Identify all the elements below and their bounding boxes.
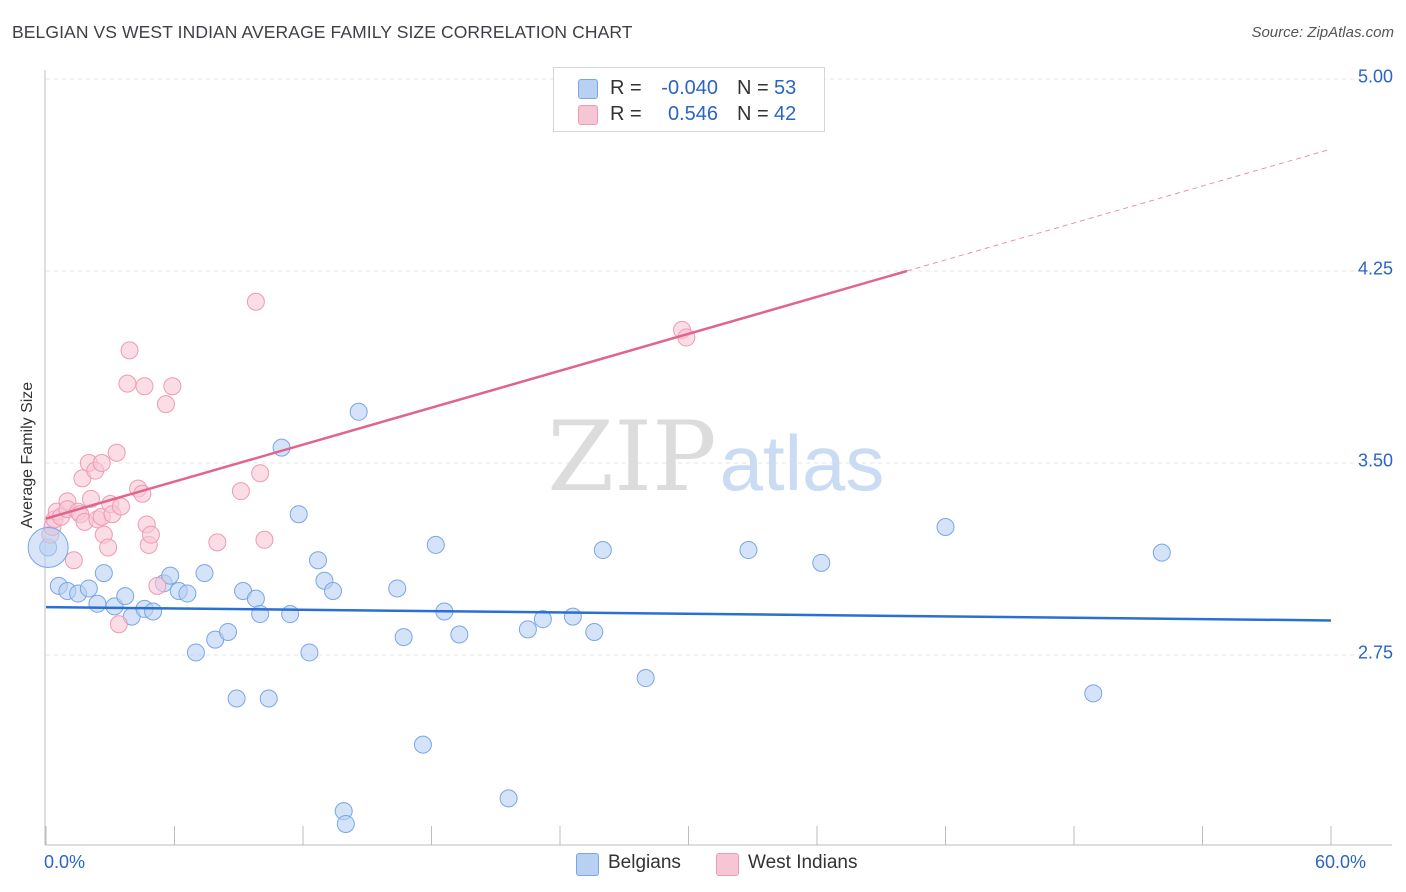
data-point xyxy=(161,566,180,585)
data-point xyxy=(289,505,308,524)
trend-line-extension xyxy=(906,148,1332,272)
data-point xyxy=(195,564,214,583)
data-point xyxy=(231,482,250,501)
data-point xyxy=(178,584,197,603)
chart-source: Source: ZipAtlas.com xyxy=(1251,24,1394,41)
data-point xyxy=(111,497,130,516)
legend-label: West Indians xyxy=(748,852,858,873)
y-tick-label: 2.75 xyxy=(1357,642,1393,663)
data-point xyxy=(394,628,413,647)
x-tick-label-max: 60.0% xyxy=(1314,852,1366,872)
data-point xyxy=(636,669,655,688)
data-point xyxy=(79,579,98,598)
n-value: 42 xyxy=(774,103,797,125)
r-value: -0.040 xyxy=(661,77,718,99)
data-point xyxy=(92,454,111,472)
data-point xyxy=(246,292,265,311)
data-point xyxy=(812,553,831,572)
stats-legend: R = -0.040 N = 53 R = 0.546 N = 42 xyxy=(553,67,825,132)
legend-label: Belgians xyxy=(608,852,681,873)
data-point xyxy=(1152,543,1171,562)
trend-lines xyxy=(45,148,1332,622)
r-value: 0.546 xyxy=(667,103,718,125)
r-label: R = xyxy=(610,103,642,125)
belgians-legend-swatch xyxy=(576,853,599,876)
data-point xyxy=(739,541,758,560)
data-point xyxy=(413,735,432,754)
data-point xyxy=(64,551,83,570)
data-point xyxy=(251,464,270,483)
y-tick-label: 5.00 xyxy=(1357,66,1393,87)
data-point xyxy=(141,525,160,544)
data-point xyxy=(81,489,100,508)
data-point xyxy=(300,643,319,662)
chart-title: BELGIAN VS WEST INDIAN AVERAGE FAMILY SI… xyxy=(12,22,633,42)
data-point xyxy=(388,579,407,598)
data-point xyxy=(94,564,113,583)
data-point xyxy=(1084,684,1103,703)
west-indians-swatch xyxy=(578,105,598,125)
y-axis-label: Average Family Size xyxy=(19,381,36,529)
data-point xyxy=(227,689,246,708)
n-label: N = xyxy=(737,103,769,125)
y-tick-label: 4.25 xyxy=(1357,258,1393,279)
x-tick-label-min: 0.0% xyxy=(44,852,86,872)
data-point xyxy=(426,535,445,554)
data-point xyxy=(936,518,955,536)
data-point xyxy=(186,643,205,662)
data-point xyxy=(109,615,128,634)
data-point xyxy=(208,533,227,552)
data-point xyxy=(107,443,126,462)
data-point xyxy=(563,607,582,626)
data-point xyxy=(593,541,612,560)
gridlines xyxy=(46,78,1392,656)
n-value: 53 xyxy=(774,77,797,99)
data-point xyxy=(135,377,154,396)
data-point xyxy=(88,594,107,613)
watermark-zip: ZIP xyxy=(547,401,716,513)
axes xyxy=(44,70,1392,846)
data-point xyxy=(116,587,135,606)
data-point xyxy=(349,402,368,421)
data-point xyxy=(499,789,518,808)
belgians-swatch xyxy=(578,79,598,99)
data-point xyxy=(99,538,118,557)
data-point xyxy=(156,395,175,414)
data-point xyxy=(255,530,274,549)
data-point xyxy=(585,622,604,641)
trend-line-west-indians xyxy=(45,269,908,520)
data-point xyxy=(148,576,167,595)
watermark: ZIP atlas xyxy=(547,401,884,513)
data-point xyxy=(281,605,300,624)
y-tick-label: 3.50 xyxy=(1357,450,1393,471)
scatter-points xyxy=(27,292,1171,833)
data-point xyxy=(336,814,355,833)
trend-line-belgians xyxy=(45,605,1332,622)
west-indians-legend-swatch xyxy=(716,853,739,876)
data-point xyxy=(518,620,537,639)
data-point xyxy=(144,602,163,621)
data-point-cluster xyxy=(27,526,69,568)
watermark-atlas: atlas xyxy=(720,419,885,507)
data-point xyxy=(259,689,278,708)
r-label: R = xyxy=(610,77,642,99)
data-point xyxy=(323,582,342,600)
data-point xyxy=(163,377,182,396)
data-point xyxy=(120,341,139,360)
data-point xyxy=(118,374,137,393)
data-point xyxy=(533,610,552,629)
n-label: N = xyxy=(737,77,769,99)
data-point xyxy=(308,551,327,570)
series-belgians xyxy=(39,402,1171,833)
data-point xyxy=(450,625,469,644)
data-point xyxy=(219,622,238,641)
data-point xyxy=(246,589,265,608)
